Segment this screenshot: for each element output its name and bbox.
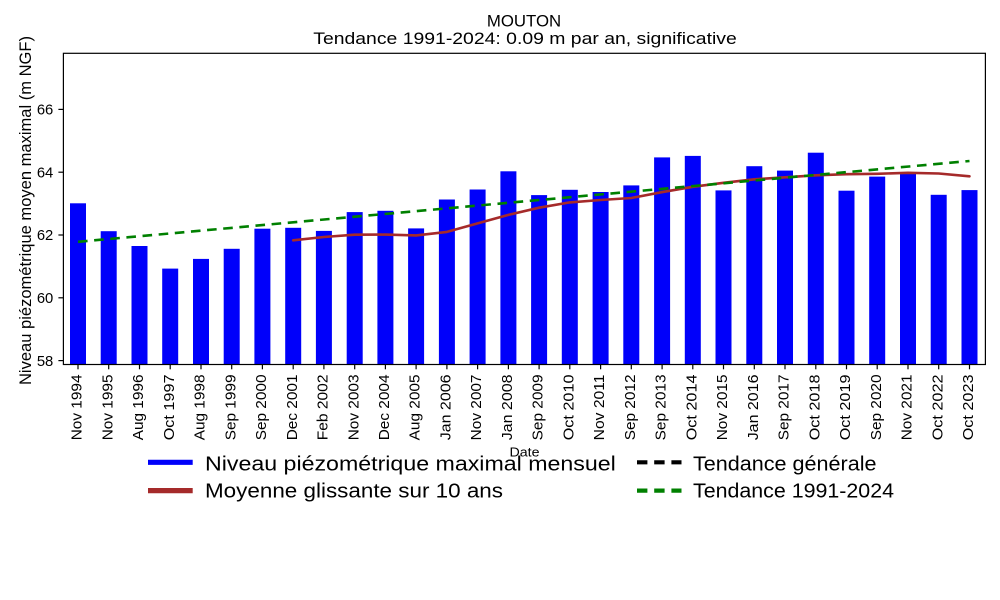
svg-text:Nov 2011: Nov 2011 xyxy=(592,375,608,441)
svg-text:Nov 2003: Nov 2003 xyxy=(346,375,362,441)
svg-text:Niveau piézométrique maximal m: Niveau piézométrique maximal mensuel xyxy=(205,453,616,475)
svg-text:Dec 2004: Dec 2004 xyxy=(377,375,393,441)
svg-text:Nov 2015: Nov 2015 xyxy=(715,375,731,441)
svg-text:Oct 1997: Oct 1997 xyxy=(162,375,178,441)
svg-text:Tendance 1991-2024: Tendance 1991-2024 xyxy=(693,481,894,503)
svg-text:62: 62 xyxy=(37,228,53,244)
svg-text:Tendance générale: Tendance générale xyxy=(693,453,877,475)
svg-text:Nov 2021: Nov 2021 xyxy=(900,375,916,441)
svg-text:Date: Date xyxy=(510,445,540,460)
svg-text:Jan 2006: Jan 2006 xyxy=(439,375,455,441)
svg-text:Sep 2020: Sep 2020 xyxy=(869,375,885,441)
svg-text:Feb 2002: Feb 2002 xyxy=(316,375,332,441)
svg-text:Nov 1995: Nov 1995 xyxy=(100,375,116,441)
svg-text:Sep 2017: Sep 2017 xyxy=(777,375,793,441)
svg-text:58: 58 xyxy=(37,354,53,370)
svg-text:Tendance 1991-2024: 0.09 m par: Tendance 1991-2024: 0.09 m par an, signi… xyxy=(313,30,737,48)
svg-text:64: 64 xyxy=(37,165,53,181)
svg-text:Jan 2016: Jan 2016 xyxy=(746,375,762,441)
svg-text:Dec 2001: Dec 2001 xyxy=(285,375,301,441)
svg-text:Oct 2010: Oct 2010 xyxy=(561,375,577,441)
svg-text:Oct 2014: Oct 2014 xyxy=(684,375,700,441)
svg-text:Aug 1998: Aug 1998 xyxy=(193,374,209,440)
svg-text:MOUTON: MOUTON xyxy=(487,13,561,31)
svg-text:Sep 2013: Sep 2013 xyxy=(654,375,670,441)
svg-text:Oct 2018: Oct 2018 xyxy=(807,375,823,441)
svg-text:Jan 2008: Jan 2008 xyxy=(500,375,516,441)
svg-text:Aug 2005: Aug 2005 xyxy=(408,375,424,441)
svg-text:Oct 2023: Oct 2023 xyxy=(961,374,977,440)
svg-text:Oct 2019: Oct 2019 xyxy=(838,375,854,441)
svg-text:Niveau piézométrique moyen max: Niveau piézométrique moyen maximal (m NG… xyxy=(17,36,35,385)
svg-text:Moyenne glissante sur 10 ans: Moyenne glissante sur 10 ans xyxy=(205,481,503,503)
svg-text:Sep 1999: Sep 1999 xyxy=(223,375,239,441)
svg-text:Oct 2022: Oct 2022 xyxy=(930,375,946,441)
svg-text:Nov 1994: Nov 1994 xyxy=(70,375,86,441)
svg-text:Sep 2000: Sep 2000 xyxy=(254,375,270,441)
svg-text:60: 60 xyxy=(37,291,53,307)
svg-text:Aug 1996: Aug 1996 xyxy=(131,375,147,441)
svg-text:Sep 2009: Sep 2009 xyxy=(531,375,547,441)
svg-text:66: 66 xyxy=(37,103,53,119)
svg-text:Sep 2012: Sep 2012 xyxy=(623,375,639,441)
svg-text:Nov 2007: Nov 2007 xyxy=(469,375,485,441)
